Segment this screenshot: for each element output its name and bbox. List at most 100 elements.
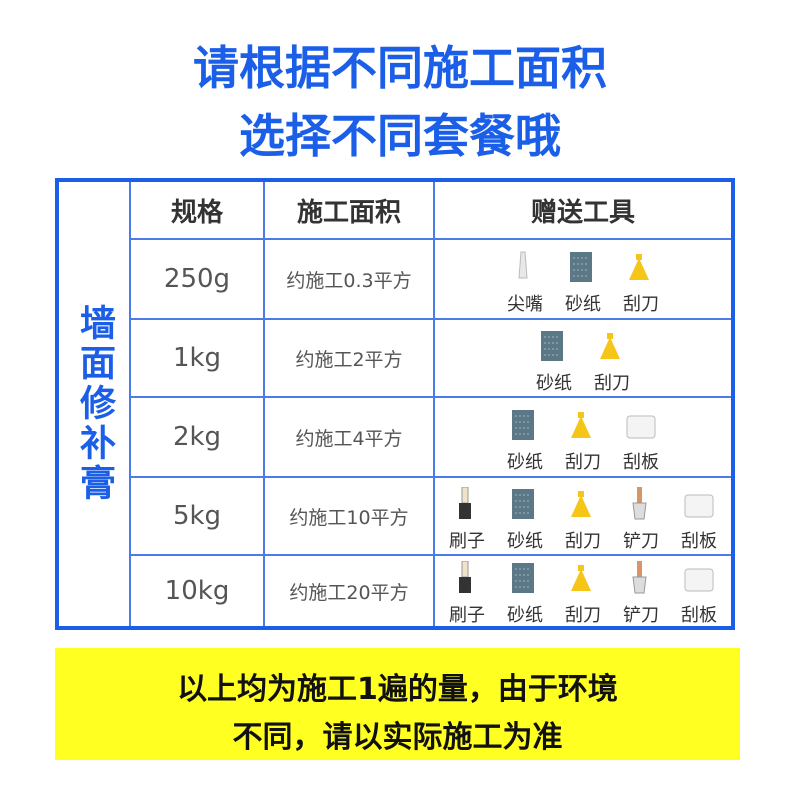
tool-name: 砂纸 — [536, 373, 572, 394]
spec: 5kg — [172, 501, 222, 531]
tool-item: 刷子 — [438, 560, 496, 627]
tool-icon — [496, 408, 554, 446]
tool-icon — [554, 561, 612, 599]
tool-icon — [496, 561, 554, 599]
area-cell: 约施工10平方 — [265, 478, 435, 556]
area: 约施工4平方 — [295, 427, 403, 450]
tool-name: 刮刀 — [565, 452, 601, 473]
spec-cell: 250g — [131, 240, 265, 320]
tool-icon-graphic — [512, 410, 534, 440]
tool-item: 刮刀 — [612, 250, 670, 316]
spec: 1kg — [172, 343, 222, 373]
tool-icon — [496, 487, 554, 525]
area: 约施工10平方 — [289, 506, 409, 529]
area-cell: 约施工20平方 — [265, 556, 435, 626]
header-cell: 规格 — [131, 182, 265, 240]
tool-item: 刮板 — [670, 561, 728, 627]
tool-icon-graphic — [684, 568, 714, 592]
side-label: 墙面修补膏 — [74, 304, 115, 504]
tool-name: 刮板 — [623, 452, 659, 473]
title-line: 选择不同套餐哦 — [239, 109, 561, 163]
footer-box — [55, 648, 740, 760]
tool-icon-graphic — [459, 560, 471, 593]
area-cell: 约施工2平方 — [265, 320, 435, 398]
tool-icon-graphic — [518, 251, 528, 279]
spec: 10kg — [164, 576, 230, 606]
tool-item: 刮刀 — [554, 408, 612, 474]
tool-item: 砂纸 — [525, 329, 583, 395]
area: 约施工2平方 — [295, 348, 403, 371]
side-cell: 墙面修补膏 — [59, 182, 131, 626]
tool-icon — [612, 408, 670, 446]
tool-item: 铲刀 — [612, 487, 670, 553]
table: 墙面修补膏 规格 施工面积 赠送工具 250g 约施工0.3平方 尖嘴 砂纸 刮刀 1kg 约施工… — [55, 178, 735, 630]
tool-icon-graphic — [570, 252, 592, 282]
tool-icon — [438, 486, 496, 525]
header-cell: 施工面积 — [265, 182, 435, 240]
tool-icon-graphic — [600, 333, 620, 359]
tool-icon — [496, 250, 554, 288]
tool-name: 刷子 — [449, 605, 485, 626]
tool-name: 刮刀 — [594, 373, 630, 394]
tool-icon-graphic — [629, 254, 649, 280]
tool-icon — [554, 487, 612, 525]
tool-name: 砂纸 — [507, 605, 543, 626]
tool-item: 砂纸 — [496, 561, 554, 627]
column-header: 规格 — [170, 197, 223, 228]
spec-cell: 1kg — [131, 320, 265, 398]
area-cell: 约施工4平方 — [265, 398, 435, 478]
tools-cell: 尖嘴 砂纸 刮刀 — [435, 240, 731, 320]
tool-icon-graphic — [684, 494, 714, 518]
title-line: 请根据不同施工面积 — [193, 41, 607, 95]
tool-item: 刮板 — [612, 408, 670, 474]
tool-name: 砂纸 — [507, 452, 543, 473]
tool-icon-graphic — [571, 491, 591, 517]
tool-icon-graphic — [626, 415, 656, 439]
tool-icon-graphic — [632, 487, 647, 520]
spec-cell: 5kg — [131, 478, 265, 556]
column-header: 赠送工具 — [530, 197, 635, 228]
tool-icon-graphic — [571, 412, 591, 438]
tool-item: 刮刀 — [583, 329, 641, 395]
tool-name: 砂纸 — [565, 294, 601, 315]
tool-name: 刮板 — [681, 531, 717, 552]
header-cell: 赠送工具 — [435, 182, 731, 240]
spec: 2kg — [172, 422, 222, 452]
tool-item: 尖嘴 — [496, 250, 554, 316]
tool-name: 刮刀 — [623, 294, 659, 315]
spec: 250g — [163, 264, 231, 294]
tool-icon-graphic — [512, 489, 534, 519]
tool-name: 砂纸 — [507, 531, 543, 552]
tool-name: 铲刀 — [623, 605, 659, 626]
tool-name: 尖嘴 — [507, 294, 543, 315]
tool-name: 刷子 — [449, 531, 485, 552]
tool-name: 刮刀 — [565, 605, 601, 626]
tool-icon — [583, 329, 641, 367]
tool-item: 砂纸 — [496, 408, 554, 474]
tool-icon-graphic — [459, 486, 471, 519]
tool-item: 刮刀 — [554, 561, 612, 627]
tool-item: 铲刀 — [612, 561, 670, 627]
tool-icon — [612, 561, 670, 599]
spec-cell: 2kg — [131, 398, 265, 478]
tool-name: 铲刀 — [623, 531, 659, 552]
area: 约施工20平方 — [289, 581, 409, 604]
tool-icon — [554, 250, 612, 288]
tool-name: 刮刀 — [565, 531, 601, 552]
tools-cell: 砂纸 刮刀 — [435, 320, 731, 398]
tool-icon-graphic — [512, 563, 534, 593]
tool-icon — [670, 561, 728, 599]
tool-icon — [612, 250, 670, 288]
area: 约施工0.3平方 — [286, 269, 412, 292]
spec-cell: 10kg — [131, 556, 265, 626]
tools-cell: 刷子 砂纸 刮刀 铲刀 刮板 — [435, 556, 731, 626]
area-cell: 约施工0.3平方 — [265, 240, 435, 320]
tool-icon-graphic — [541, 331, 563, 361]
tools-cell: 砂纸 刮刀 刮板 — [435, 398, 731, 478]
tools-cell: 刷子 砂纸 刮刀 铲刀 刮板 — [435, 478, 731, 556]
tool-item: 刮刀 — [554, 487, 612, 553]
tool-icon — [438, 560, 496, 599]
tool-icon-graphic — [632, 561, 647, 594]
column-header: 施工面积 — [296, 197, 401, 228]
